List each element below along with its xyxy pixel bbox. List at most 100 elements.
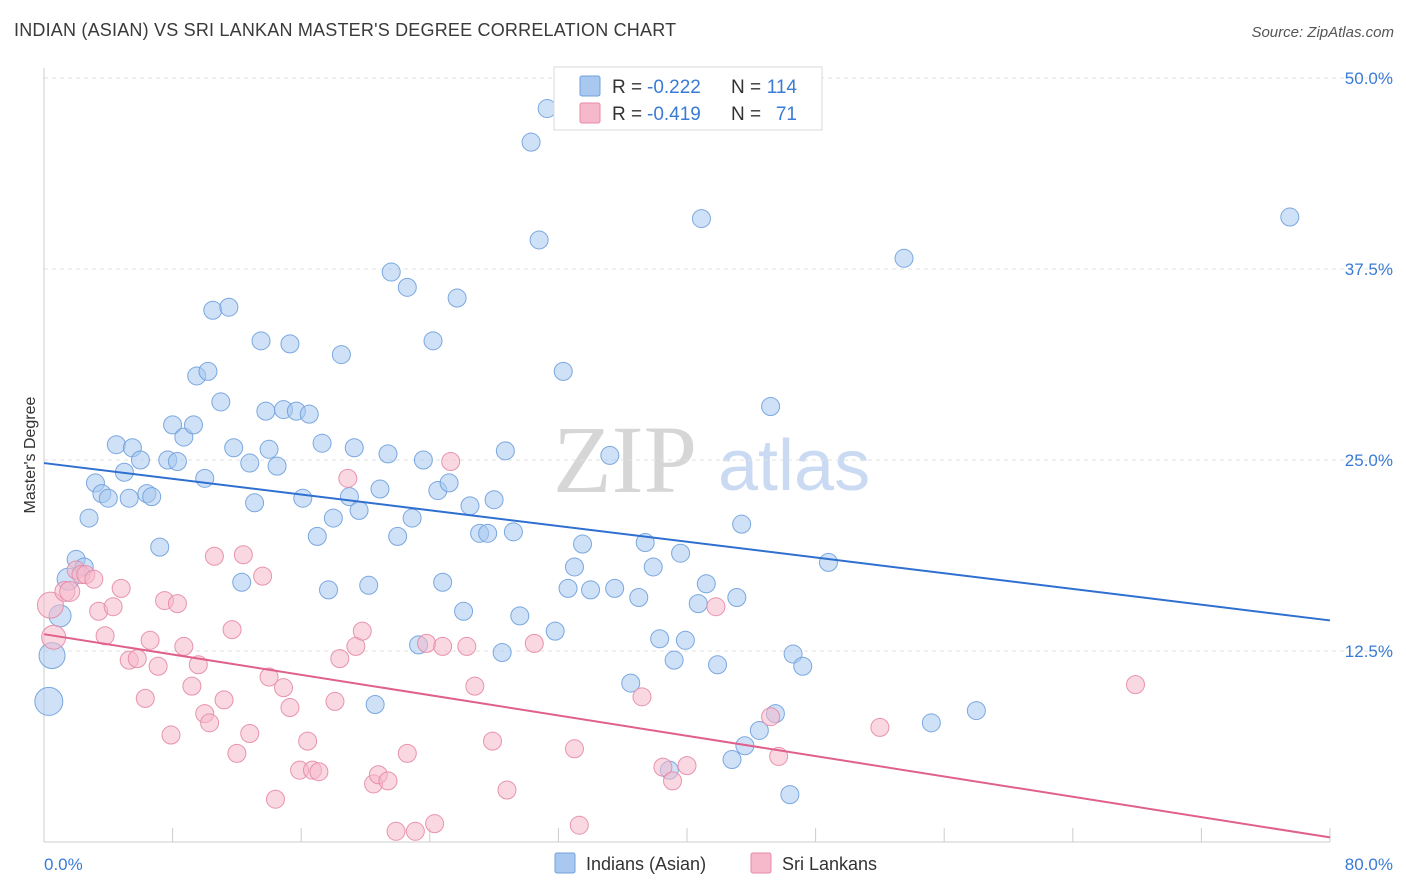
y-tick-label-3: 50.0% — [1345, 69, 1393, 88]
data-point-1-48 — [386, 821, 406, 841]
data-point-0-103 — [761, 397, 781, 417]
data-point-1-42 — [338, 468, 358, 488]
data-point-0-42 — [307, 526, 327, 546]
data-point-0-69 — [484, 490, 504, 510]
data-point-1-29 — [233, 545, 253, 565]
data-point-1-13 — [127, 649, 147, 669]
legend: R = -0.222 N = 114 R = -0.419 N = 71 — [553, 66, 823, 131]
data-point-1-64 — [663, 771, 683, 791]
data-point-1-18 — [161, 725, 181, 745]
data-point-1-59 — [524, 633, 544, 653]
data-point-1-54 — [441, 452, 461, 472]
data-point-0-112 — [1280, 207, 1300, 227]
data-point-1-25 — [204, 546, 224, 566]
data-point-0-79 — [558, 578, 578, 598]
data-point-0-78 — [553, 361, 573, 381]
data-point-1-65 — [677, 756, 697, 776]
data-point-0-51 — [365, 694, 385, 714]
x-tick-label-min: 0.0% — [44, 855, 83, 874]
data-point-0-17 — [150, 537, 170, 557]
data-point-0-93 — [675, 630, 695, 650]
data-point-0-84 — [605, 578, 625, 598]
data-point-0-22 — [183, 415, 203, 435]
data-points — [34, 99, 1300, 841]
watermark-zip: ZIP — [553, 406, 697, 513]
data-point-0-74 — [521, 132, 541, 152]
data-point-0-68 — [478, 523, 498, 543]
legend-n-label-indians: N = — [731, 77, 761, 98]
data-point-1-15 — [140, 630, 160, 650]
data-point-0-10 — [106, 435, 126, 455]
data-point-0-64 — [447, 288, 467, 308]
data-point-0-107 — [793, 656, 813, 676]
data-point-1-28 — [227, 743, 247, 763]
data-point-0-63 — [439, 473, 459, 493]
x-tick-labels: 0.0% 80.0% — [44, 855, 1393, 874]
data-point-0-56 — [397, 277, 417, 297]
data-point-0-85 — [621, 673, 641, 693]
data-point-0-89 — [650, 629, 670, 649]
data-point-0-98 — [722, 749, 742, 769]
data-point-0-16 — [142, 487, 162, 507]
data-point-0-75 — [529, 230, 549, 250]
data-point-0-111 — [966, 701, 986, 721]
trend-line-1 — [43, 633, 1331, 839]
y-axis-label: Master's Degree — [22, 396, 39, 513]
data-point-0-27 — [211, 392, 231, 412]
data-point-0-72 — [503, 522, 523, 542]
data-point-0-81 — [573, 534, 593, 554]
data-point-0-26 — [203, 300, 223, 320]
data-point-0-25 — [198, 361, 218, 381]
data-point-1-58 — [497, 780, 517, 800]
data-point-1-26 — [214, 690, 234, 710]
data-point-0-109 — [894, 248, 914, 268]
data-point-0-59 — [413, 450, 433, 470]
data-point-0-77 — [545, 621, 565, 641]
bottom-legend: Indians (Asian) Sri Lankans — [554, 852, 877, 874]
data-point-0-19 — [163, 415, 183, 435]
data-point-0-60 — [423, 331, 443, 351]
data-point-0-57 — [402, 508, 422, 528]
data-point-1-66 — [706, 597, 726, 617]
data-point-1-24 — [200, 713, 220, 733]
data-point-1-60 — [564, 739, 584, 759]
legend-swatch-indians — [579, 75, 601, 97]
data-point-0-29 — [224, 438, 244, 458]
data-point-0-20 — [167, 452, 187, 472]
data-point-1-0 — [36, 591, 64, 619]
data-point-0-105 — [780, 785, 800, 805]
chart-title: INDIAN (ASIAN) VS SRI LANKAN MASTER'S DE… — [14, 20, 677, 40]
data-point-0-94 — [688, 594, 708, 614]
data-point-1-44 — [352, 621, 372, 641]
data-point-0-83 — [600, 445, 620, 465]
data-point-0-97 — [708, 655, 728, 675]
series-0 — [34, 99, 1300, 805]
data-point-0-92 — [671, 543, 691, 563]
data-point-0-52 — [370, 479, 390, 499]
source-credit: Source: ZipAtlas.com — [1251, 24, 1394, 41]
data-point-0-35 — [259, 439, 279, 459]
data-point-1-51 — [417, 633, 437, 653]
data-point-1-49 — [397, 743, 417, 763]
data-point-1-53 — [433, 636, 453, 656]
watermark: ZIP atlas — [553, 406, 870, 513]
data-point-0-14 — [130, 450, 150, 470]
data-point-0-82 — [581, 580, 601, 600]
data-point-1-69 — [870, 717, 890, 737]
gridlines — [44, 77, 1395, 652]
data-point-0-44 — [319, 580, 339, 600]
data-point-0-40 — [293, 488, 313, 508]
data-point-0-38 — [280, 334, 300, 354]
data-point-0-76 — [537, 99, 557, 119]
data-point-1-19 — [167, 594, 187, 614]
data-point-0-91 — [664, 650, 684, 670]
data-point-0-110 — [921, 713, 941, 733]
data-point-1-7 — [84, 569, 104, 589]
bottom-legend-label-srilankans: Sri Lankans — [782, 854, 877, 874]
watermark-atlas: atlas — [718, 426, 870, 506]
series-1 — [36, 452, 1145, 841]
data-point-1-32 — [259, 667, 279, 687]
legend-n-label-srilankans: N = — [731, 104, 761, 125]
data-point-1-14 — [135, 688, 155, 708]
data-point-0-6 — [79, 508, 99, 528]
